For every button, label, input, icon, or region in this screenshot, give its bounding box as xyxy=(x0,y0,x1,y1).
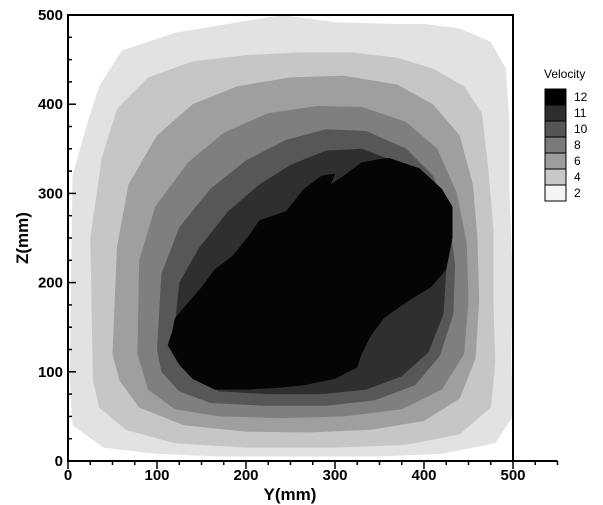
x-tick-label: 0 xyxy=(64,467,72,484)
legend-label-11: 11 xyxy=(574,106,587,120)
legend-title: Velocity xyxy=(544,67,585,81)
legend-swatch-11 xyxy=(544,104,567,122)
x-tick-label: 200 xyxy=(233,467,258,484)
legend-swatch-6 xyxy=(544,152,567,170)
y-tick-label: 100 xyxy=(38,364,63,381)
legend-swatch-2 xyxy=(544,184,567,202)
contour-region-level-12 xyxy=(167,157,453,390)
y-axis-title: Z(mm) xyxy=(13,212,32,264)
legend-label-2: 2 xyxy=(574,186,581,200)
legend: Velocity 12 11 10 8 6 4 2 xyxy=(544,67,588,202)
y-tick-label: 400 xyxy=(38,96,63,113)
legend-label-4: 4 xyxy=(574,170,581,184)
x-tick-label: 100 xyxy=(144,467,169,484)
y-tick-label: 0 xyxy=(55,453,63,470)
legend-label-8: 8 xyxy=(574,138,581,152)
contour-regions xyxy=(69,15,513,457)
legend-label-12: 12 xyxy=(574,90,588,104)
legend-swatch-10 xyxy=(544,120,567,138)
legend-swatch-12 xyxy=(544,88,567,106)
x-tick-label: 300 xyxy=(322,467,347,484)
legend-swatch-4 xyxy=(544,168,567,186)
legend-label-6: 6 xyxy=(574,154,581,168)
axes: 0 100 200 300 400 500 0 100 200 300 400 500 xyxy=(38,7,559,484)
x-tick-label: 500 xyxy=(500,467,525,484)
y-tick-label: 200 xyxy=(38,275,63,292)
legend-label-10: 10 xyxy=(574,122,588,136)
x-tick-label: 400 xyxy=(411,467,436,484)
legend-swatch-8 xyxy=(544,136,567,154)
x-axis-title: Y(mm) xyxy=(264,485,317,504)
y-tick-label: 300 xyxy=(38,185,63,202)
y-tick-label: 500 xyxy=(38,7,63,24)
